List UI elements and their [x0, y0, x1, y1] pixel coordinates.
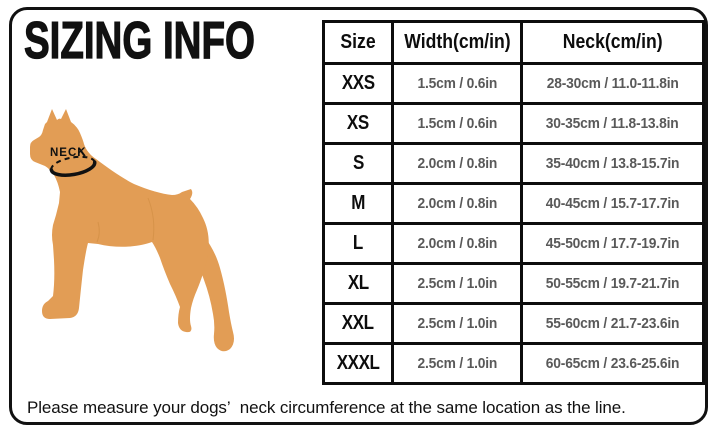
table-row: M 2.0cm / 0.8in 40-45cm / 15.7-17.7in [322, 182, 705, 225]
neck-label: NECK [50, 147, 87, 159]
neck-cell-text: 30-35cm / 11.8-13.8in [546, 115, 679, 132]
measurement-note: Please measure your dogs’ neck circumfer… [27, 398, 626, 417]
column-header-width-text: Width(cm/in) [403, 31, 511, 53]
neck-measure-line [49, 147, 97, 177]
neck-cell: 55-60cm / 21.7-23.6in [520, 302, 705, 345]
size-cell: L [322, 222, 394, 265]
width-cell: 2.5cm / 1.0in [391, 262, 523, 305]
page-title: SIZING INFO [24, 12, 336, 70]
width-cell: 1.5cm / 0.6in [391, 102, 523, 145]
width-cell: 2.0cm / 0.8in [391, 142, 523, 185]
sizing-table: Size Width(cm/in) Neck(cm/in) XXS 1.5cm … [322, 20, 705, 385]
dog-silhouette-illustration: NECK [20, 100, 260, 360]
neck-cell-text: 50-55cm / 19.7-21.7in [545, 275, 680, 292]
size-cell: S [322, 142, 394, 185]
width-cell-text: 2.0cm / 0.8in [417, 195, 497, 212]
size-cell-text: S [352, 152, 364, 174]
size-cell-text: XXS [341, 72, 375, 94]
size-cell-text: L [353, 232, 363, 254]
width-cell-text: 2.5cm / 1.0in [417, 315, 497, 332]
table-row: XXS 1.5cm / 0.6in 28-30cm / 11.0-11.8in [322, 62, 705, 105]
column-header-size: Size [322, 20, 394, 65]
table-row: XXXL 2.5cm / 1.0in 60-65cm / 23.6-25.6in [322, 342, 705, 385]
neck-cell-text: 45-50cm / 17.7-19.7in [545, 235, 680, 252]
neck-cell: 28-30cm / 11.0-11.8in [520, 62, 705, 105]
size-cell: XXL [322, 302, 394, 345]
table-row: XL 2.5cm / 1.0in 50-55cm / 19.7-21.7in [322, 262, 705, 305]
size-cell-text: XXL [342, 312, 374, 334]
width-cell-text: 1.5cm / 0.6in [417, 75, 497, 92]
size-cell: M [322, 182, 394, 225]
width-cell: 2.0cm / 0.8in [391, 182, 523, 225]
neck-cell-text: 55-60cm / 21.7-23.6in [545, 315, 680, 332]
neck-cell-text: 60-65cm / 23.6-25.6in [545, 355, 680, 372]
neck-cell: 45-50cm / 17.7-19.7in [520, 222, 705, 265]
dog-shoulder-crease [96, 221, 100, 243]
dog-thigh-crease [147, 197, 155, 241]
page-title-text: SIZING INFO [24, 12, 256, 70]
size-cell: XXXL [322, 342, 394, 385]
size-cell: XXS [322, 62, 394, 105]
header-row: Size Width(cm/in) Neck(cm/in) [322, 20, 705, 65]
width-cell: 1.5cm / 0.6in [391, 62, 523, 105]
width-cell-text: 2.5cm / 1.0in [417, 275, 497, 292]
width-cell-text: 2.5cm / 1.0in [417, 355, 497, 372]
size-cell-text: XXXL [336, 352, 380, 374]
width-cell: 2.0cm / 0.8in [391, 222, 523, 265]
width-cell-text: 2.0cm / 0.8in [417, 155, 497, 172]
table-row: XXL 2.5cm / 1.0in 55-60cm / 21.7-23.6in [322, 302, 705, 345]
neck-cell: 35-40cm / 13.8-15.7in [520, 142, 705, 185]
column-header-width: Width(cm/in) [391, 20, 523, 65]
neck-cell-text: 28-30cm / 11.0-11.8in [546, 75, 679, 92]
neck-cell: 50-55cm / 19.7-21.7in [520, 262, 705, 305]
size-cell: XL [322, 262, 394, 305]
neck-cell-text: 40-45cm / 15.7-17.7in [545, 195, 680, 212]
table-row: L 2.0cm / 0.8in 45-50cm / 17.7-19.7in [322, 222, 705, 265]
size-cell-text: XL [347, 272, 369, 294]
width-cell: 2.5cm / 1.0in [391, 342, 523, 385]
dog-body [30, 109, 209, 333]
width-cell-text: 2.0cm / 0.8in [417, 235, 497, 252]
neck-pointer-tick [78, 147, 86, 157]
neck-cell: 30-35cm / 11.8-13.8in [520, 102, 705, 145]
width-cell-text: 1.5cm / 0.6in [417, 115, 497, 132]
size-cell-text: XS [347, 112, 369, 134]
neck-cell: 40-45cm / 15.7-17.7in [520, 182, 705, 225]
neck-line-solid [49, 160, 97, 177]
size-cell-text: M [351, 192, 365, 214]
column-header-neck: Neck(cm/in) [520, 20, 705, 65]
dog-svg: NECK [30, 109, 234, 352]
column-header-neck-text: Neck(cm/in) [562, 31, 663, 53]
table-row: XS 1.5cm / 0.6in 30-35cm / 11.8-13.8in [322, 102, 705, 145]
neck-cell: 60-65cm / 23.6-25.6in [520, 342, 705, 385]
width-cell: 2.5cm / 1.0in [391, 302, 523, 345]
neck-cell-text: 35-40cm / 13.8-15.7in [545, 155, 680, 172]
size-cell: XS [322, 102, 394, 145]
column-header-size-text: Size [340, 31, 376, 53]
table-row: S 2.0cm / 0.8in 35-40cm / 13.8-15.7in [322, 142, 705, 185]
neck-line-dashed [50, 155, 96, 170]
